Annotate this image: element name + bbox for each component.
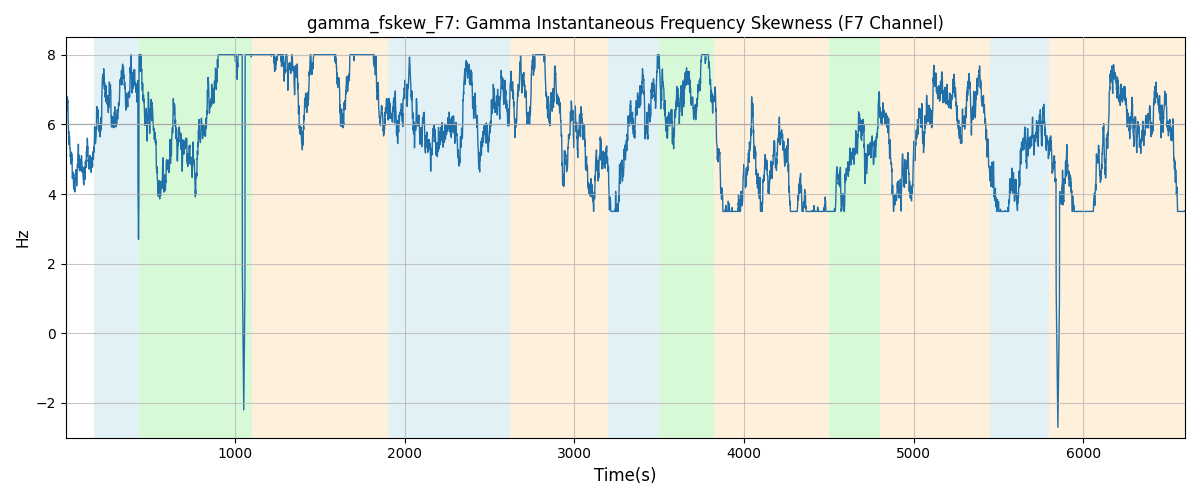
Bar	[829, 38, 880, 438]
Bar	[252, 38, 388, 438]
Y-axis label: Hz: Hz	[16, 228, 30, 248]
Bar	[95, 38, 138, 438]
Bar	[1049, 38, 1186, 438]
Bar	[880, 38, 990, 438]
Title: gamma_fskew_F7: Gamma Instantaneous Frequency Skewness (F7 Channel): gamma_fskew_F7: Gamma Instantaneous Freq…	[307, 15, 943, 34]
Bar	[990, 38, 1049, 438]
Bar	[138, 38, 252, 438]
Bar	[714, 38, 829, 438]
Bar	[510, 38, 608, 438]
Bar	[659, 38, 714, 438]
Bar	[608, 38, 659, 438]
X-axis label: Time(s): Time(s)	[594, 467, 656, 485]
Bar	[388, 38, 510, 438]
